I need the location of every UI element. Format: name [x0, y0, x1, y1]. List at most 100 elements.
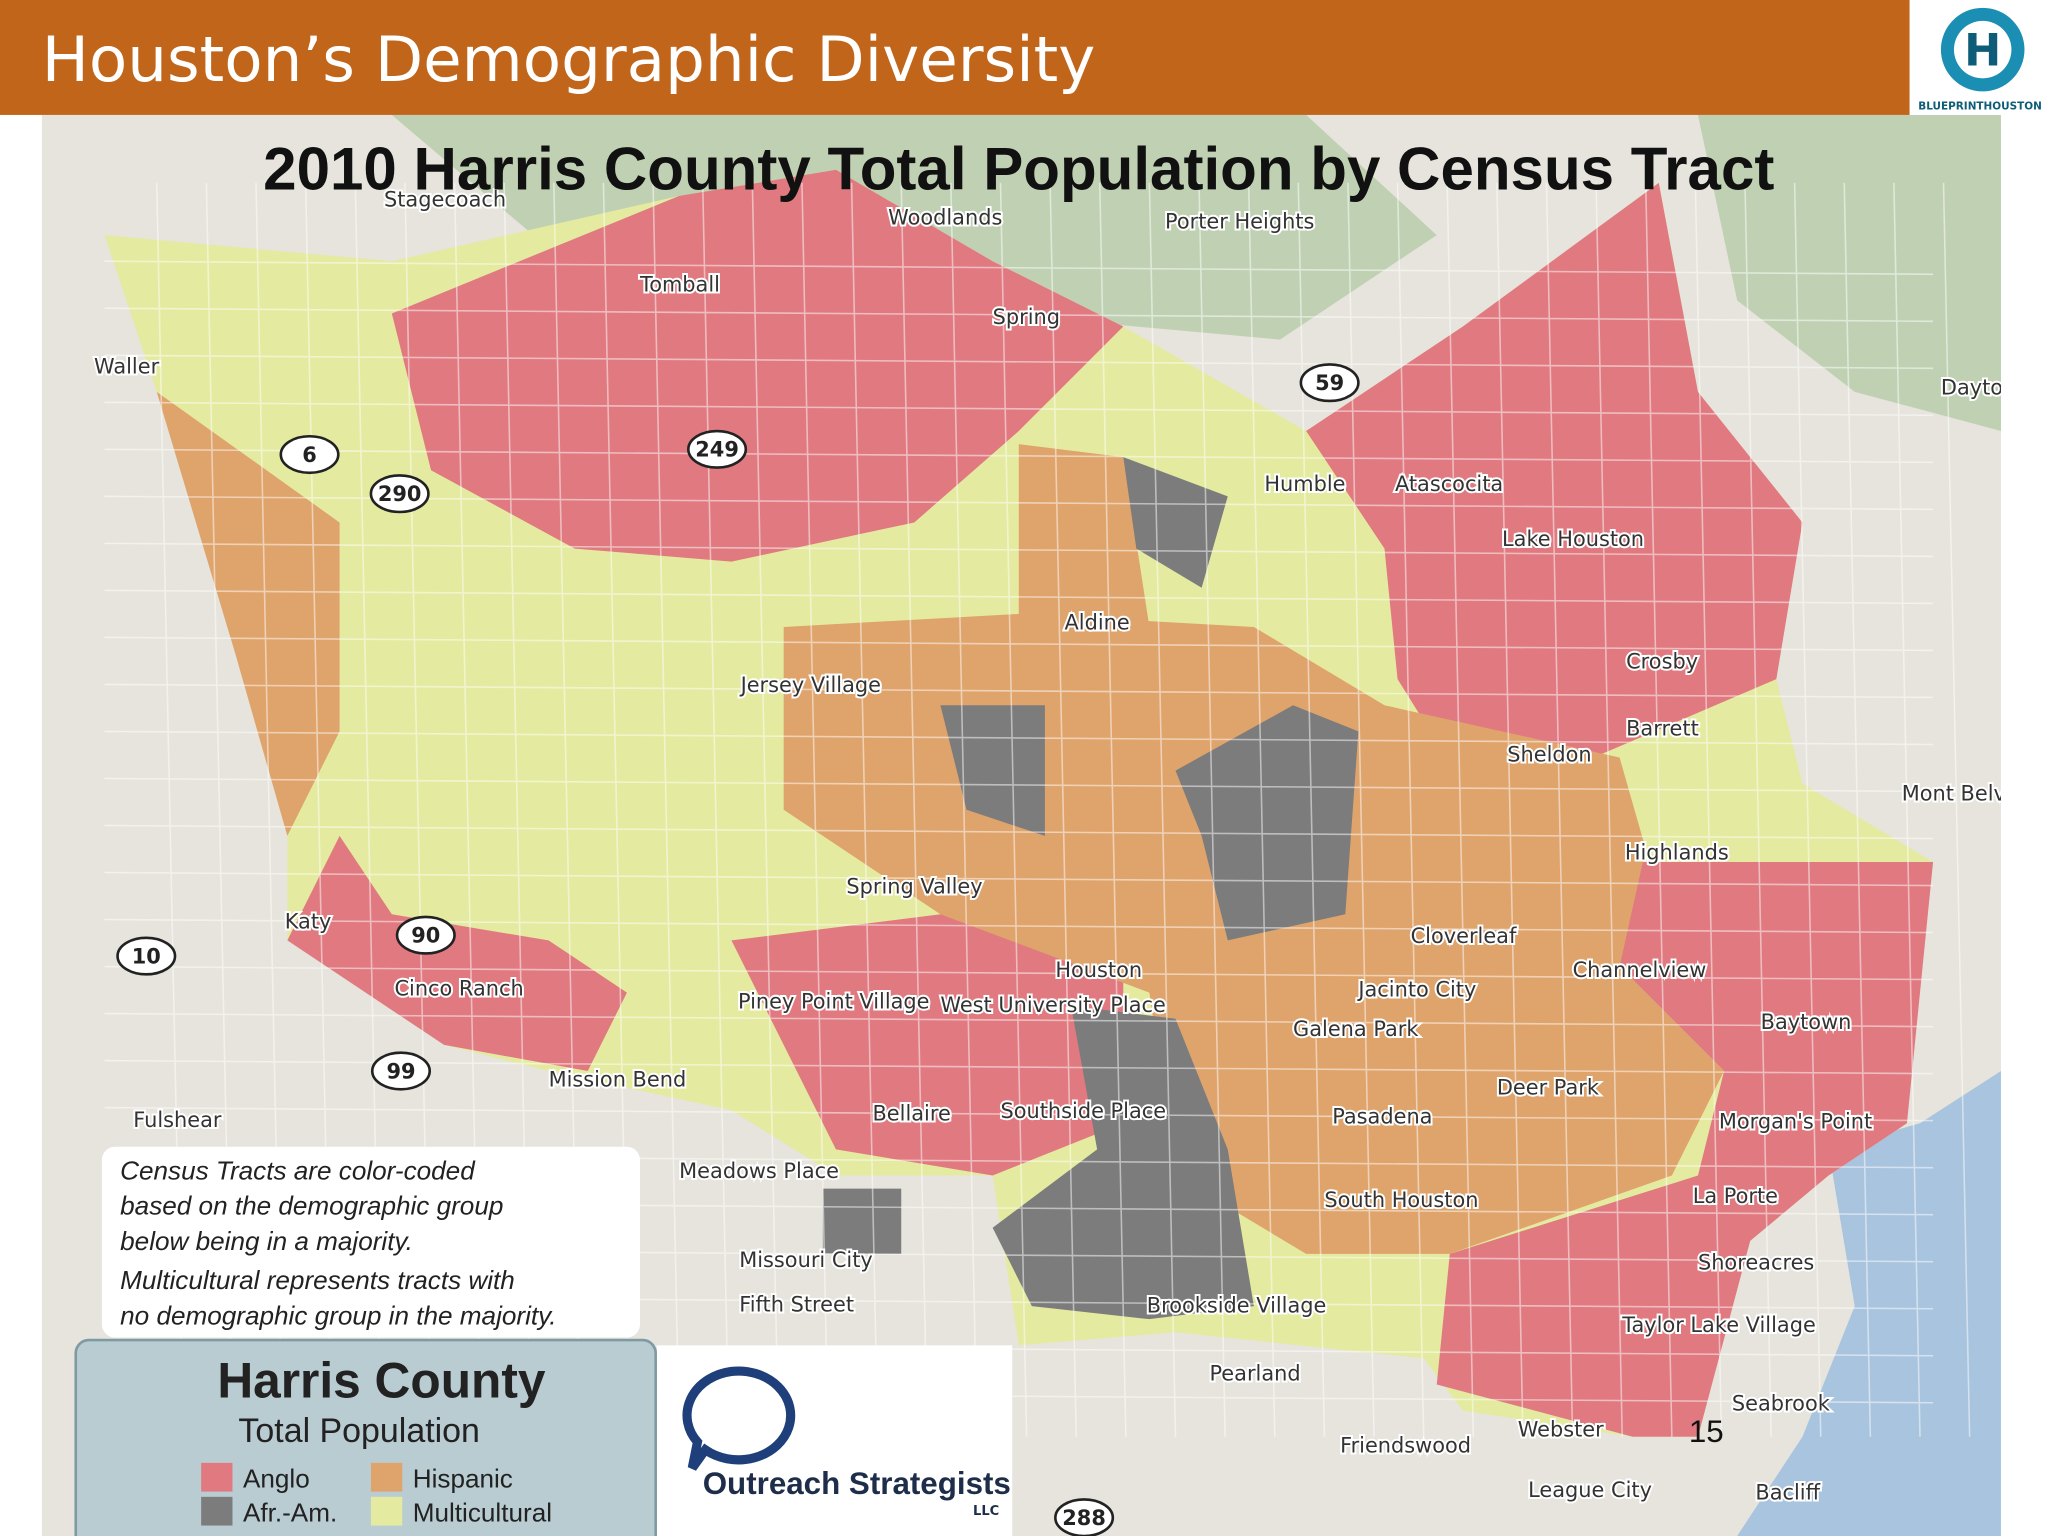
region-anglo	[1306, 182, 1803, 784]
legend-swatch	[370, 1496, 403, 1526]
road	[1049, 182, 1078, 1437]
road	[1793, 182, 1822, 1437]
road	[104, 354, 1934, 370]
road	[104, 730, 1934, 746]
place-label: Seabrook	[1732, 1392, 1831, 1416]
region-anglo	[287, 835, 627, 1072]
note-box	[101, 1146, 640, 1338]
road	[1148, 182, 1177, 1437]
road	[104, 401, 1934, 417]
place-label: Spring Valley	[846, 874, 982, 898]
place-labels: Woodlands Stagecoach Porter Heights Tomball…	[92, 185, 2038, 1506]
shield	[395, 915, 456, 955]
place-label: Woodlands	[888, 206, 1002, 230]
note-line: below being in a majority.	[120, 1226, 413, 1256]
road	[104, 448, 1934, 464]
road	[1843, 182, 1872, 1437]
region-hispanic	[156, 391, 340, 836]
place-label: Channelview	[1573, 958, 1707, 982]
place-label: Jersey Village	[739, 673, 881, 697]
header-title: Houston’s Demographic Diversity	[42, 23, 1096, 96]
place-label: Bacliff	[1755, 1480, 1820, 1504]
place-label: Cinco Ranch	[394, 976, 523, 1000]
place-label: Jacinto City	[1356, 978, 1476, 1002]
place-label: Southside Place	[1000, 1099, 1166, 1123]
sponsor-name: Outreach Strategists	[703, 1466, 1011, 1501]
road	[1595, 182, 1623, 1437]
bay	[1737, 1071, 2001, 1536]
shield-label: 288	[1062, 1506, 1106, 1530]
place-label: Mission Bend	[549, 1068, 687, 1092]
shield-label: 59	[1315, 371, 1344, 395]
legend-swatch	[201, 1462, 233, 1492]
road	[1098, 182, 1127, 1437]
region-afr-am	[1123, 457, 1228, 588]
place-label: Atascocita	[1395, 472, 1503, 496]
place-label: Pearland	[1209, 1362, 1300, 1386]
shield-label: 249	[695, 438, 739, 462]
road	[104, 307, 1934, 323]
place-label: Katy	[285, 910, 332, 934]
place-label: Shoreacres	[1698, 1251, 1814, 1275]
road	[1644, 182, 1673, 1437]
place-label: Porter Heights	[1165, 210, 1314, 234]
road	[104, 965, 1934, 981]
road	[751, 182, 780, 1437]
place-label: Crosby	[1626, 650, 1698, 674]
road	[104, 1012, 1934, 1028]
svg-text:H: H	[1964, 25, 2001, 76]
place-label: West University Place	[940, 993, 1165, 1017]
road	[1446, 182, 1475, 1437]
road	[850, 182, 879, 1437]
road	[900, 182, 929, 1437]
region-afr-am	[822, 1188, 902, 1254]
place-label: Sheldon	[1507, 742, 1591, 766]
road	[104, 824, 1934, 840]
place-label: Stagecoach	[384, 187, 506, 211]
shield	[279, 434, 340, 475]
road	[104, 260, 1934, 276]
place-label: Deer Park	[1497, 1076, 1600, 1100]
note: Census Tracts are color-coded based on th…	[120, 1155, 556, 1330]
place-label: Houston	[1055, 958, 1142, 982]
region-anglo	[731, 914, 1124, 1176]
road	[1893, 182, 1921, 1437]
place-label: Pasadena	[1332, 1104, 1432, 1128]
road	[104, 871, 1934, 887]
region-anglo	[1436, 862, 1934, 1437]
place-label: Cloverleaf	[1411, 924, 1517, 948]
note-line: Census Tracts are color-coded	[120, 1155, 476, 1185]
roads	[104, 182, 1971, 1437]
shield-label: 6	[302, 443, 317, 467]
page-number: 15	[1689, 1414, 1724, 1449]
shield-label: 10	[132, 944, 161, 968]
place-label: Webster	[1518, 1418, 1604, 1442]
shield	[1054, 1498, 1115, 1536]
road	[104, 636, 1934, 652]
place-label: Morgan's Point	[1719, 1109, 1872, 1133]
legend-label: Multicultural	[413, 1498, 552, 1528]
place-label: La Porte	[1693, 1184, 1778, 1208]
road	[652, 182, 680, 1437]
road	[999, 182, 1028, 1437]
shield	[687, 429, 748, 469]
legend: Anglo Hispanic Afr.-Am. Multicultural	[201, 1462, 552, 1528]
shield	[369, 474, 430, 514]
place-label: Brookside Village	[1147, 1294, 1327, 1318]
shield	[370, 1051, 432, 1091]
shield-label: 90	[411, 923, 440, 947]
road	[1396, 182, 1425, 1437]
place-label: Tomball	[639, 272, 720, 296]
place-label: Piney Point Village	[738, 989, 930, 1013]
road	[1545, 182, 1574, 1437]
road	[104, 683, 1934, 699]
place-label: Lake Houston	[1502, 527, 1644, 551]
shield-label: 99	[386, 1059, 415, 1083]
note-line: no demographic group in the majority.	[120, 1300, 556, 1330]
note-line: based on the demographic group	[120, 1191, 503, 1221]
place-label: Barrett	[1626, 716, 1699, 740]
road	[1496, 182, 1524, 1437]
place-label: Friendswood	[1340, 1433, 1471, 1457]
place-label: Mont Belvieu	[1902, 782, 2038, 806]
